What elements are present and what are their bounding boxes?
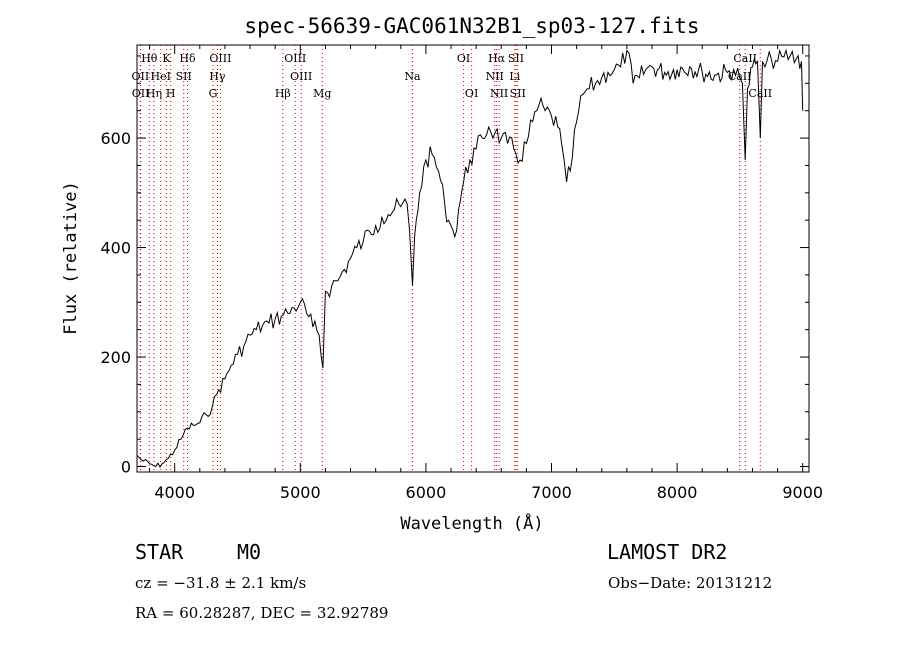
line-marker-label: NII [486,70,504,83]
line-marker-label: SII [176,70,192,83]
observation-date: Obs−Date: 20131212 [608,574,773,592]
y-axis-label: Flux (relative) [61,181,81,335]
redshift-cz: cz = −31.8 ± 2.1 km/s [135,574,307,592]
line-marker-label: Hγ [209,70,226,83]
line-marker-label: Hθ [141,52,158,65]
plot-frame [136,44,810,473]
line-marker-label: Hα [488,52,506,65]
line-marker-label: G [209,87,218,100]
object-class: STAR [135,540,184,564]
axis-ticks: 4000 5000 6000 7000 8000 9000 0 200 400 600 [100,45,823,502]
line-marker-label: OI [457,52,470,65]
line-marker-label: H [166,87,176,100]
line-marker-label: OIII [284,52,306,65]
line-marker-label: Hη [146,87,162,100]
line-marker-label: Na [404,70,421,83]
line-marker-label: K [162,52,171,65]
line-marker-label: OII [132,87,150,100]
line-marker-label: OIII [209,52,231,65]
chart-title: spec-56639-GAC061N32B1_sp03-127.fits [244,14,699,38]
y-tick-label: 600 [100,129,131,148]
x-tick-label: 7000 [531,483,572,502]
line-marker-label: OIII [290,70,312,83]
line-marker-label: OI [465,87,478,100]
line-marker-label: HeI [151,70,171,83]
line-marker-label: Li [509,70,520,83]
y-tick-label: 200 [100,348,131,367]
line-marker-label: Hβ [275,87,291,100]
line-marker-label: OII [132,70,150,83]
x-tick-label: 4000 [154,483,195,502]
y-tick-label: 0 [121,458,131,477]
x-tick-label: 8000 [657,483,698,502]
y-tick-label: 400 [100,239,131,258]
line-marker-label: NII [490,87,508,100]
spectrum-line [136,48,804,468]
x-axis-label: Wavelength (Å) [400,512,543,534]
coordinates: RA = 60.28287, DEC = 32.92789 [135,604,389,622]
object-subclass: M0 [237,540,262,564]
x-tick-label: 6000 [406,483,447,502]
line-marker-label: CaII [748,87,772,100]
x-tick-label: 5000 [280,483,321,502]
line-marker-label: SII [510,87,526,100]
line-marker-label: SII [508,52,524,65]
line-marker-label: Mg [313,87,331,100]
survey-name: LAMOST DR2 [607,540,728,564]
line-marker-label: Hδ [179,52,196,65]
x-tick-label: 9000 [782,483,823,502]
